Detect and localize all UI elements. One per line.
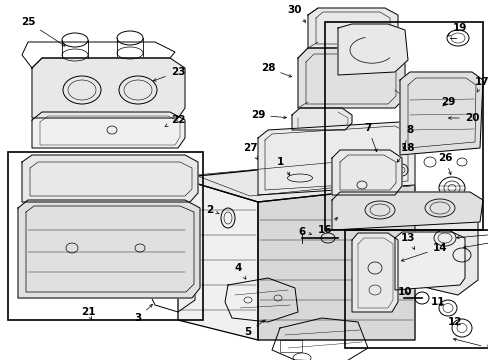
Text: 29: 29 xyxy=(250,110,286,120)
Polygon shape xyxy=(22,155,198,202)
Text: 21: 21 xyxy=(81,307,95,320)
Text: 3: 3 xyxy=(134,305,152,323)
Text: 13: 13 xyxy=(400,233,414,249)
Text: 22: 22 xyxy=(165,115,185,126)
Polygon shape xyxy=(297,48,404,108)
Polygon shape xyxy=(331,150,401,195)
Text: 24: 24 xyxy=(456,223,488,239)
Polygon shape xyxy=(178,178,258,340)
Text: 19: 19 xyxy=(447,23,466,36)
Text: 9: 9 xyxy=(452,338,488,353)
Text: 12: 12 xyxy=(447,317,461,327)
Bar xyxy=(280,340,302,352)
Text: 29: 29 xyxy=(440,97,454,107)
Text: 26: 26 xyxy=(437,153,451,175)
Text: 23: 23 xyxy=(153,67,185,81)
Text: 18: 18 xyxy=(396,143,414,162)
Polygon shape xyxy=(331,192,482,230)
Polygon shape xyxy=(307,8,397,48)
Polygon shape xyxy=(394,232,464,290)
Text: 14: 14 xyxy=(401,243,447,261)
Text: 25: 25 xyxy=(20,17,65,46)
Polygon shape xyxy=(291,108,351,130)
Polygon shape xyxy=(18,200,200,298)
Text: 11: 11 xyxy=(430,297,445,307)
Text: 28: 28 xyxy=(260,63,291,77)
Bar xyxy=(345,230,488,348)
Polygon shape xyxy=(351,233,397,312)
Text: 5: 5 xyxy=(244,320,264,337)
Text: 1: 1 xyxy=(276,157,289,175)
Text: 15: 15 xyxy=(463,233,488,248)
Polygon shape xyxy=(178,162,414,202)
Polygon shape xyxy=(399,72,482,155)
Polygon shape xyxy=(337,24,407,75)
Bar xyxy=(325,22,482,230)
Text: 30: 30 xyxy=(287,5,305,22)
Text: 27: 27 xyxy=(242,143,257,159)
Text: 10: 10 xyxy=(397,287,411,297)
Text: 7: 7 xyxy=(364,123,376,152)
Bar xyxy=(8,152,203,320)
Polygon shape xyxy=(258,122,414,195)
Text: 16: 16 xyxy=(317,217,337,235)
Text: 20: 20 xyxy=(447,113,478,123)
Text: 2: 2 xyxy=(206,205,219,215)
Text: 17: 17 xyxy=(474,77,488,92)
Polygon shape xyxy=(414,198,477,295)
Text: 6: 6 xyxy=(298,227,311,237)
Text: 4: 4 xyxy=(234,263,245,279)
Polygon shape xyxy=(414,98,443,118)
Polygon shape xyxy=(32,112,184,148)
Polygon shape xyxy=(32,58,184,118)
Polygon shape xyxy=(258,185,414,340)
Text: 8: 8 xyxy=(402,125,413,149)
